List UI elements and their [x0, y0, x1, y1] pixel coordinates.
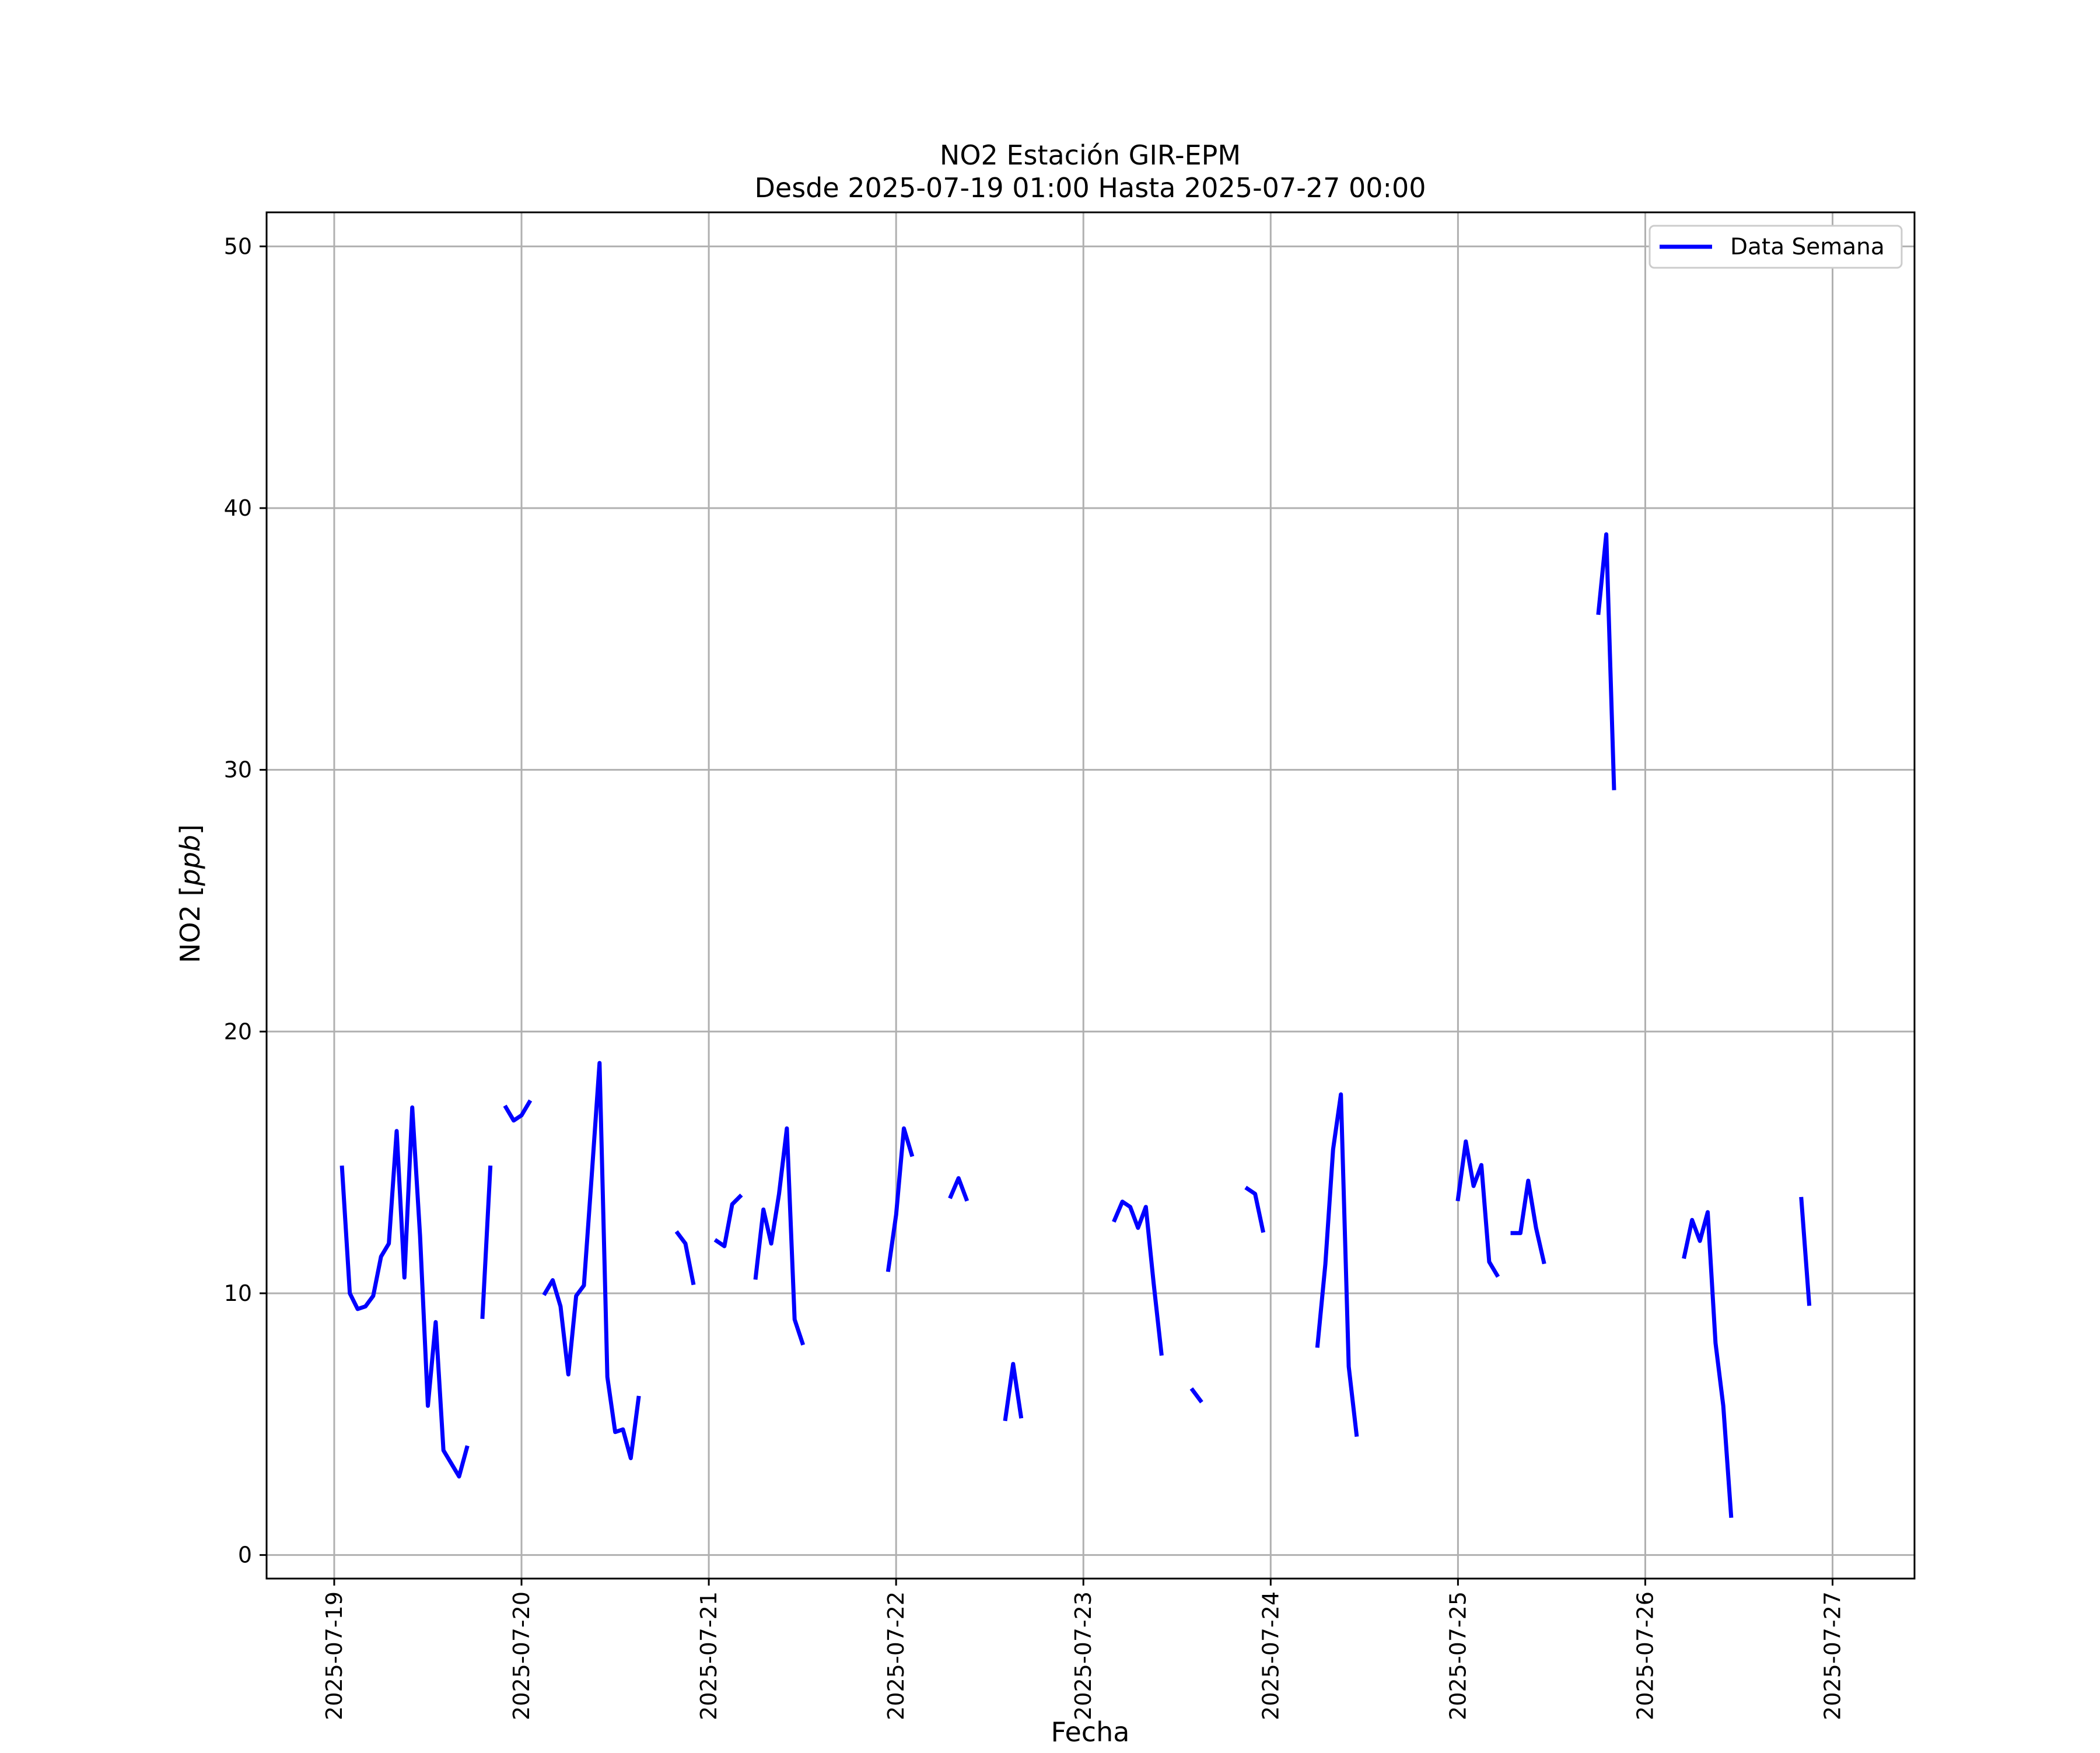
- plot-frame: [265, 211, 1916, 1580]
- y-tick-label: 20: [224, 1019, 252, 1044]
- series-line-segment: [674, 1230, 696, 1286]
- legend-label: Data Semana: [1730, 234, 1885, 260]
- data-lines: [340, 532, 1812, 1518]
- grid: [267, 212, 1915, 1579]
- series-line-segment: [1003, 1362, 1024, 1422]
- series-line-segment: [503, 1099, 533, 1123]
- y-tick-label: 30: [224, 757, 252, 783]
- series-line-segment: [886, 1126, 915, 1272]
- series-line-segment: [1189, 1387, 1203, 1404]
- y-axis-label-suffix: ]: [174, 824, 206, 835]
- x-tick-label: 2025-07-22: [883, 1591, 909, 1720]
- y-tick-label: 40: [224, 495, 252, 521]
- series-line-segment: [753, 1126, 806, 1346]
- x-tick-label: 2025-07-26: [1632, 1591, 1658, 1720]
- series-line-segment: [1244, 1185, 1266, 1233]
- series-line-segment: [948, 1176, 970, 1202]
- y-tick-label: 50: [224, 233, 252, 259]
- series-line-segment: [1112, 1199, 1164, 1356]
- legend[interactable]: Data Semana: [1648, 225, 1903, 269]
- legend-box: [1648, 225, 1903, 269]
- x-tick-label: 2025-07-19: [321, 1591, 347, 1720]
- series-line-segment: [340, 1105, 470, 1479]
- series-line-segment: [1799, 1196, 1812, 1306]
- chart-title: NO2 Estación GIR-EPM: [940, 139, 1241, 171]
- series-line-segment: [480, 1165, 493, 1319]
- x-tick-label: 2025-07-27: [1820, 1591, 1846, 1720]
- x-tick-label: 2025-07-23: [1070, 1591, 1096, 1720]
- chart-subtitle: Desde 2025-07-19 01:00 Hasta 2025-07-27 …: [754, 172, 1426, 204]
- x-tick-label: 2025-07-24: [1258, 1591, 1283, 1720]
- series-line-segment: [713, 1194, 743, 1248]
- series-line-segment: [1315, 1092, 1359, 1437]
- x-tick-label: 2025-07-25: [1445, 1591, 1471, 1720]
- y-axis-label: NO2 [ppb]: [174, 824, 206, 963]
- x-tick-label: 2025-07-20: [509, 1591, 534, 1720]
- axis-ticks: 2025-07-19 2025-07-20 2025-07-21 2025-07-22…: [224, 233, 1846, 1720]
- series-line-segment: [542, 1061, 641, 1461]
- x-tick-label: 2025-07-21: [696, 1591, 722, 1720]
- y-tick-label: 10: [224, 1280, 252, 1306]
- series-line-segment: [1510, 1178, 1546, 1265]
- y-axis-label-prefix: NO2 [: [174, 886, 206, 963]
- series-line-segment: [1455, 1139, 1500, 1278]
- series-line-segment: [1596, 532, 1616, 790]
- x-axis-label: Fecha: [1051, 1716, 1130, 1748]
- series-line-segment: [1682, 1210, 1734, 1518]
- y-tick-label: 0: [238, 1542, 252, 1568]
- y-axis-label-unit: ppb: [174, 835, 206, 887]
